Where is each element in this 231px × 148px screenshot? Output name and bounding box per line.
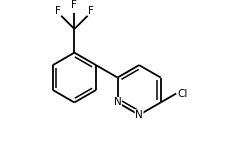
Text: Cl: Cl bbox=[177, 89, 188, 99]
Text: N: N bbox=[135, 110, 143, 120]
Text: F: F bbox=[71, 0, 77, 10]
Text: F: F bbox=[88, 6, 94, 16]
Text: F: F bbox=[55, 6, 61, 16]
Text: N: N bbox=[114, 98, 122, 107]
